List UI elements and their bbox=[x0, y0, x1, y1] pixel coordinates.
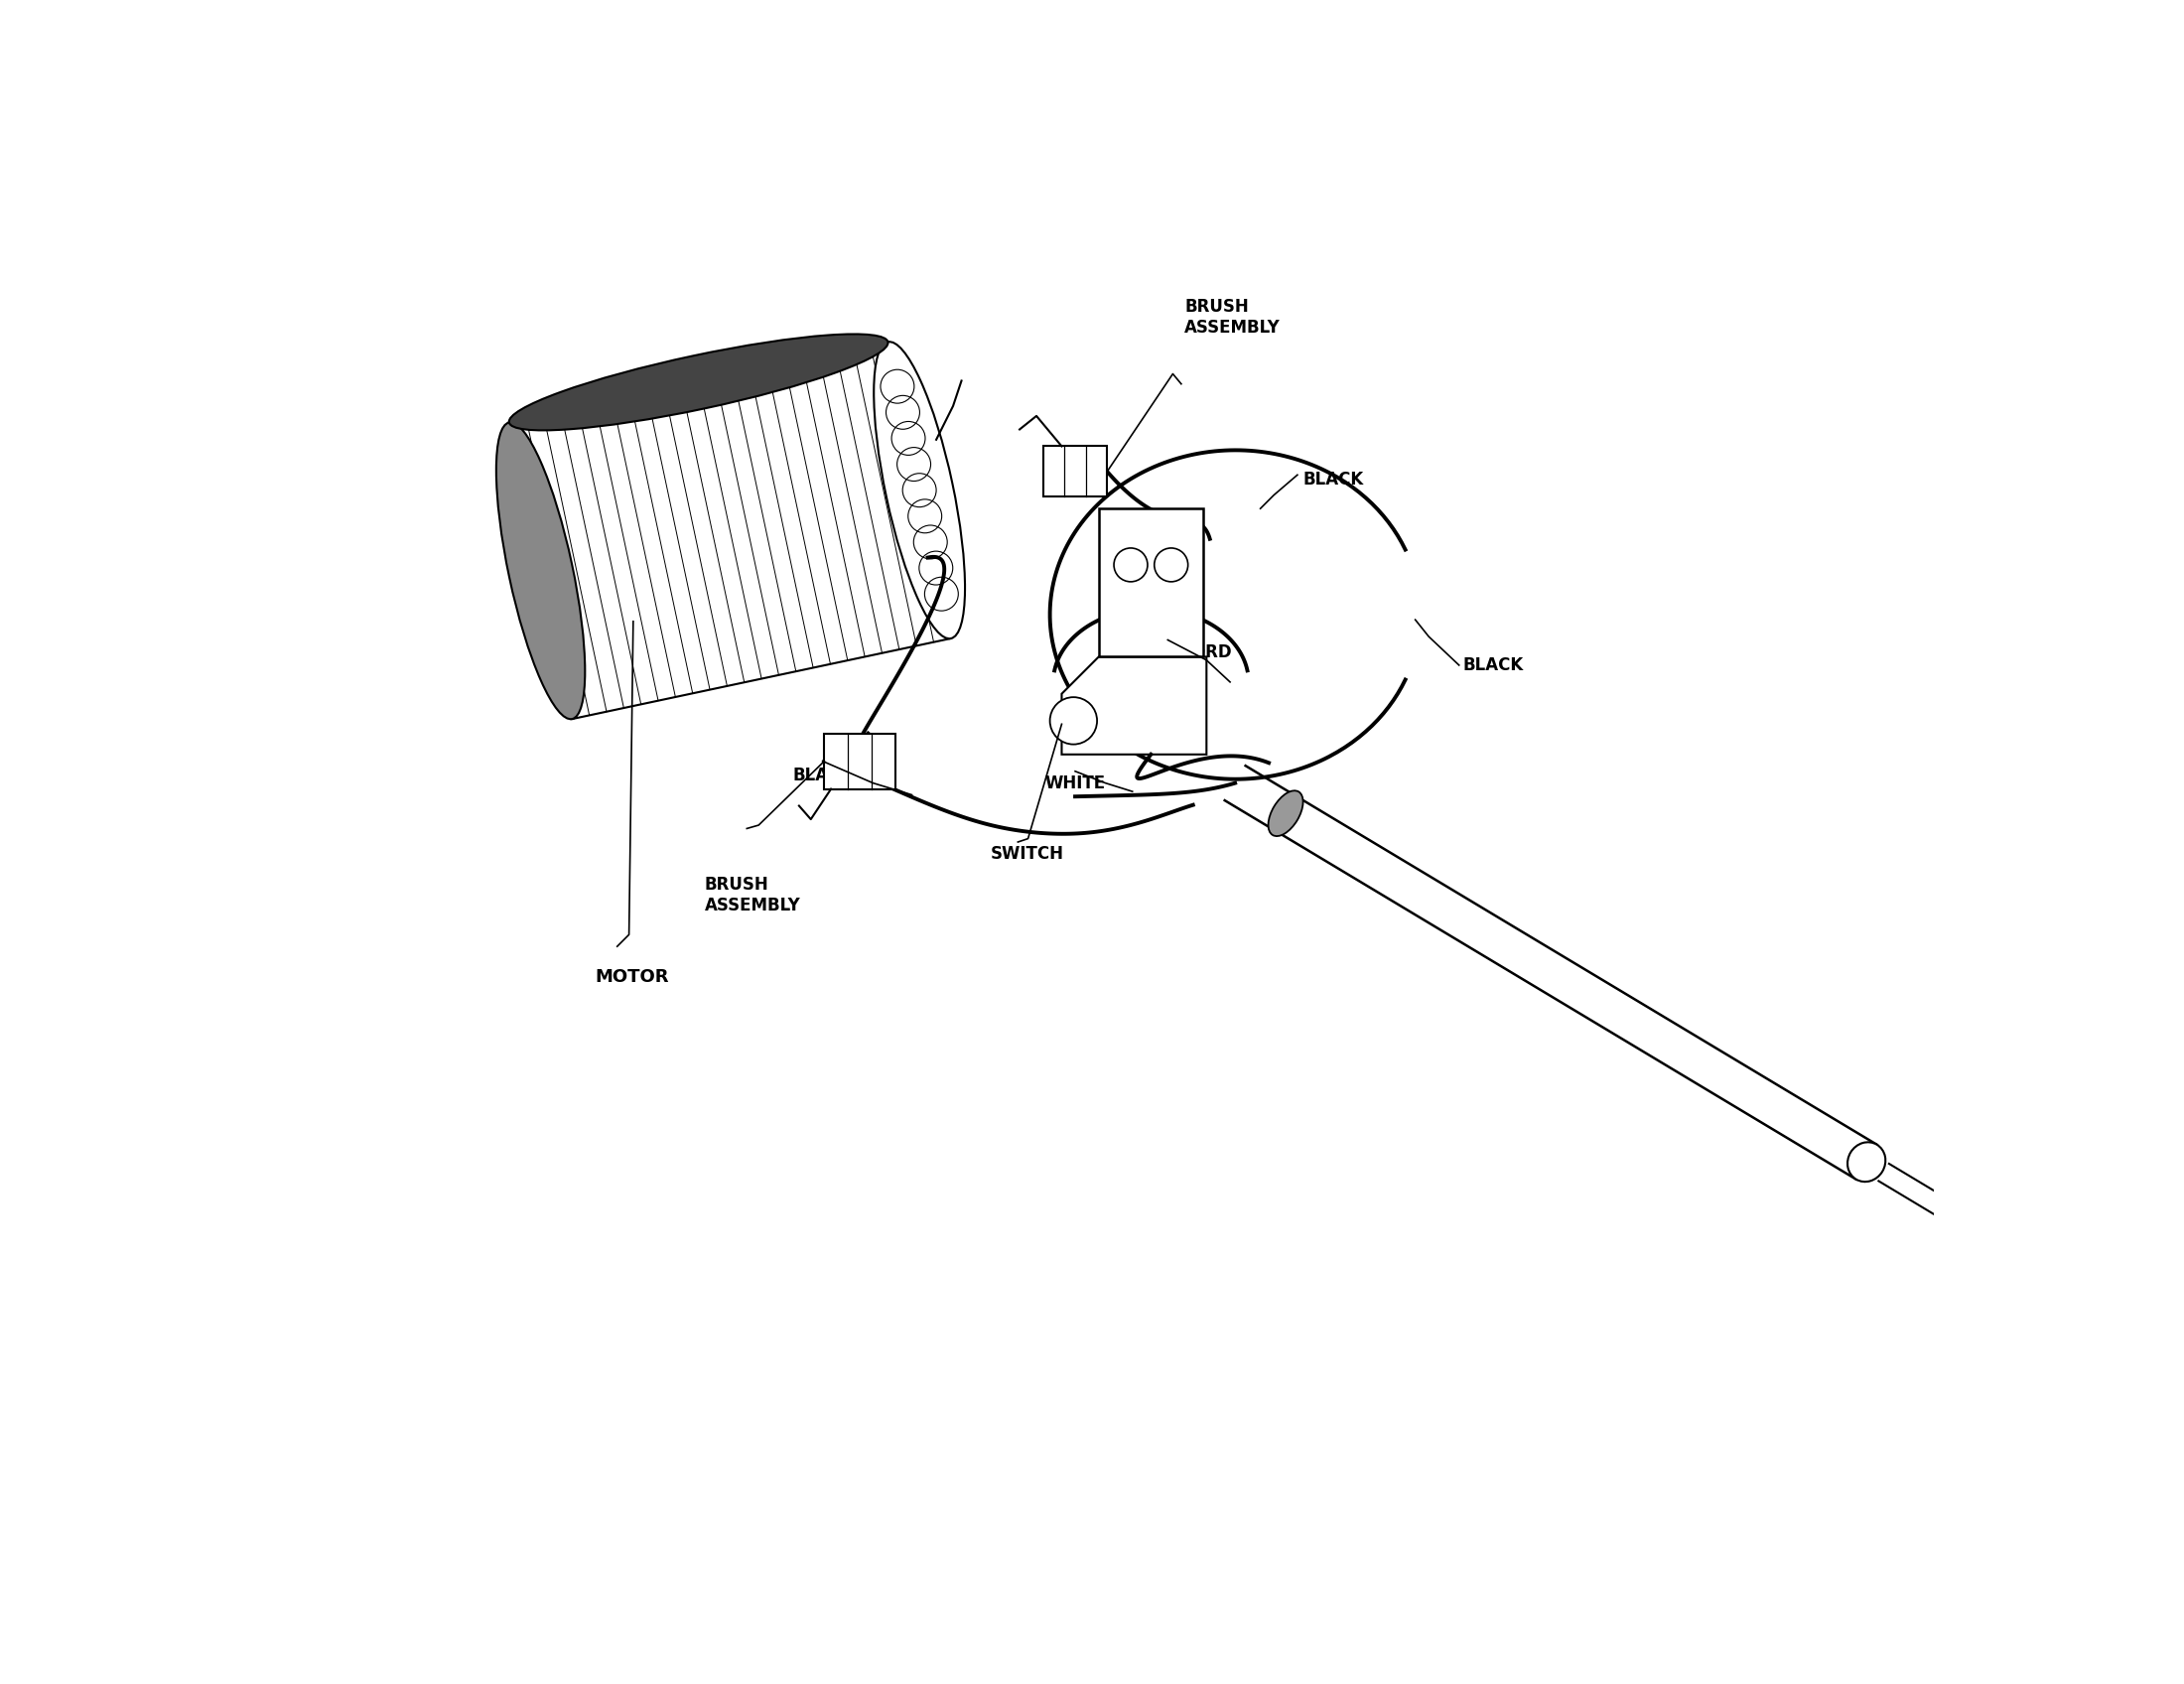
Ellipse shape bbox=[496, 423, 585, 719]
Text: WHITE: WHITE bbox=[1044, 775, 1105, 793]
Circle shape bbox=[1051, 697, 1096, 744]
FancyBboxPatch shape bbox=[1099, 509, 1203, 657]
Text: BLACK: BLACK bbox=[793, 766, 854, 785]
Text: BRUSH
ASSEMBLY: BRUSH ASSEMBLY bbox=[1184, 298, 1280, 337]
Text: BLACK: BLACK bbox=[1302, 472, 1363, 488]
Text: BRUSH
ASSEMBLY: BRUSH ASSEMBLY bbox=[705, 876, 802, 914]
Ellipse shape bbox=[509, 333, 889, 431]
Text: MOTOR: MOTOR bbox=[596, 968, 668, 987]
FancyBboxPatch shape bbox=[1044, 446, 1107, 497]
Polygon shape bbox=[509, 342, 950, 719]
Ellipse shape bbox=[874, 342, 965, 638]
Ellipse shape bbox=[1269, 791, 1304, 837]
FancyBboxPatch shape bbox=[823, 733, 895, 788]
Text: SWITCH: SWITCH bbox=[992, 845, 1064, 864]
Polygon shape bbox=[1061, 657, 1206, 754]
Text: BLACK: BLACK bbox=[1463, 657, 1522, 674]
Ellipse shape bbox=[1848, 1142, 1885, 1182]
Text: POWER CORD: POWER CORD bbox=[1105, 643, 1232, 662]
